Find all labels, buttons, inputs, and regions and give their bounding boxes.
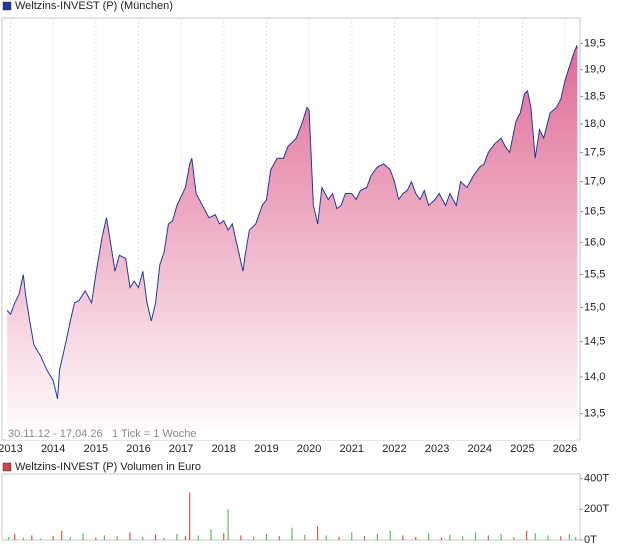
y-tick-label: 0T — [584, 534, 597, 546]
volume-bar — [415, 536, 417, 540]
y-tick-label: 19,0 — [584, 64, 605, 76]
y-tick-label: 14,0 — [584, 371, 605, 383]
volume-bar — [189, 492, 191, 540]
x-tick-label: 2025 — [510, 443, 534, 455]
area-fill — [7, 46, 578, 440]
volume-bar — [428, 533, 430, 540]
legend-swatch — [2, 1, 12, 11]
volume-bar — [14, 533, 16, 540]
y-tick-label: 17,0 — [584, 175, 605, 187]
y-tick-label: 200T — [584, 503, 609, 515]
volume-bar — [240, 535, 242, 540]
volume-bar — [568, 533, 570, 540]
volume-bar — [210, 529, 212, 540]
y-tick-label: 16,5 — [584, 206, 605, 218]
x-tick-label: 2021 — [340, 443, 364, 455]
volume-bar — [227, 509, 229, 540]
x-tick-label: 2026 — [553, 443, 577, 455]
volume-bar — [513, 536, 515, 540]
volume-bar — [474, 532, 476, 540]
volume-bar — [265, 533, 267, 540]
volume-bar — [142, 536, 144, 540]
volume-bar — [52, 536, 54, 540]
volume-bar — [526, 530, 528, 540]
x-tick-label: 2013 — [0, 443, 23, 455]
volume-bar — [253, 536, 255, 540]
x-tick-label: 2014 — [41, 443, 65, 455]
x-tick-label: 2019 — [254, 443, 278, 455]
period-label: 30.11.12 - 17.04.26 — [8, 428, 103, 440]
volume-bar — [487, 535, 489, 540]
volume-bar — [22, 537, 24, 540]
plot-frame — [1, 473, 581, 541]
volume-bar — [389, 530, 391, 540]
volume-bar — [560, 536, 562, 540]
x-tick-label: 2024 — [468, 443, 492, 455]
y-tick-label: 14,5 — [584, 336, 605, 348]
x-tick-label: 2016 — [126, 443, 150, 455]
volume-bar — [129, 532, 131, 540]
volume-bar — [223, 533, 225, 540]
price-line — [6, 44, 578, 399]
y-tick-label: 18,5 — [584, 90, 605, 102]
volume-bar — [116, 536, 118, 540]
y-tick-label: 16,0 — [584, 236, 605, 248]
volume-bar — [31, 535, 33, 540]
volume-bar — [61, 530, 63, 540]
volume-bar — [534, 533, 536, 540]
volume-bar — [278, 536, 280, 540]
volume-bar — [449, 534, 451, 540]
volume-bar — [197, 535, 199, 540]
x-tick-label: 2020 — [297, 443, 321, 455]
x-tick-label: 2018 — [212, 443, 236, 455]
volume-bar — [364, 536, 366, 540]
volume-bar — [39, 538, 41, 540]
volume-bar — [95, 537, 97, 540]
volume-bar — [440, 537, 442, 540]
y-tick-label: 17,5 — [584, 146, 605, 158]
volume-bar — [351, 532, 353, 540]
volume-bar — [338, 536, 340, 540]
volume-bar — [184, 536, 186, 540]
volume-bar — [163, 537, 165, 540]
volume-bar — [575, 536, 577, 540]
volume-bar — [376, 533, 378, 540]
y-tick-label: 400T — [584, 473, 609, 485]
y-tick-label: 15,0 — [584, 301, 605, 313]
volume-bar — [7, 536, 9, 540]
x-tick-label: 2023 — [425, 443, 449, 455]
legend-swatch — [2, 462, 12, 472]
y-tick-label: 13,5 — [584, 407, 605, 419]
y-tick-label: 18,0 — [584, 118, 605, 130]
y-tick-label: 15,5 — [584, 268, 605, 280]
volume-bar — [82, 533, 84, 540]
volume-bar — [103, 535, 105, 540]
volume-bar — [462, 536, 464, 540]
volume-bar — [500, 533, 502, 540]
legend-label: Weltzins-INVEST (P) Volumen in Euro — [15, 461, 201, 473]
volume-bar — [325, 535, 327, 540]
y-tick-label: 19,5 — [584, 37, 605, 49]
volume-bar — [291, 527, 293, 540]
legend-label: Weltzins-INVEST (P) (München) — [15, 0, 173, 12]
volume-bar — [155, 534, 157, 540]
volume-bar — [69, 536, 71, 540]
volume-bar — [317, 526, 319, 540]
tick-note: 1 Tick = 1 Woche — [112, 428, 196, 440]
x-tick-label: 2015 — [84, 443, 108, 455]
x-tick-label: 2022 — [382, 443, 406, 455]
volume-bar — [176, 533, 178, 540]
volume-bar — [304, 534, 306, 540]
x-tick-label: 2017 — [169, 443, 193, 455]
volume-bar — [402, 535, 404, 540]
volume-bar — [547, 535, 549, 540]
